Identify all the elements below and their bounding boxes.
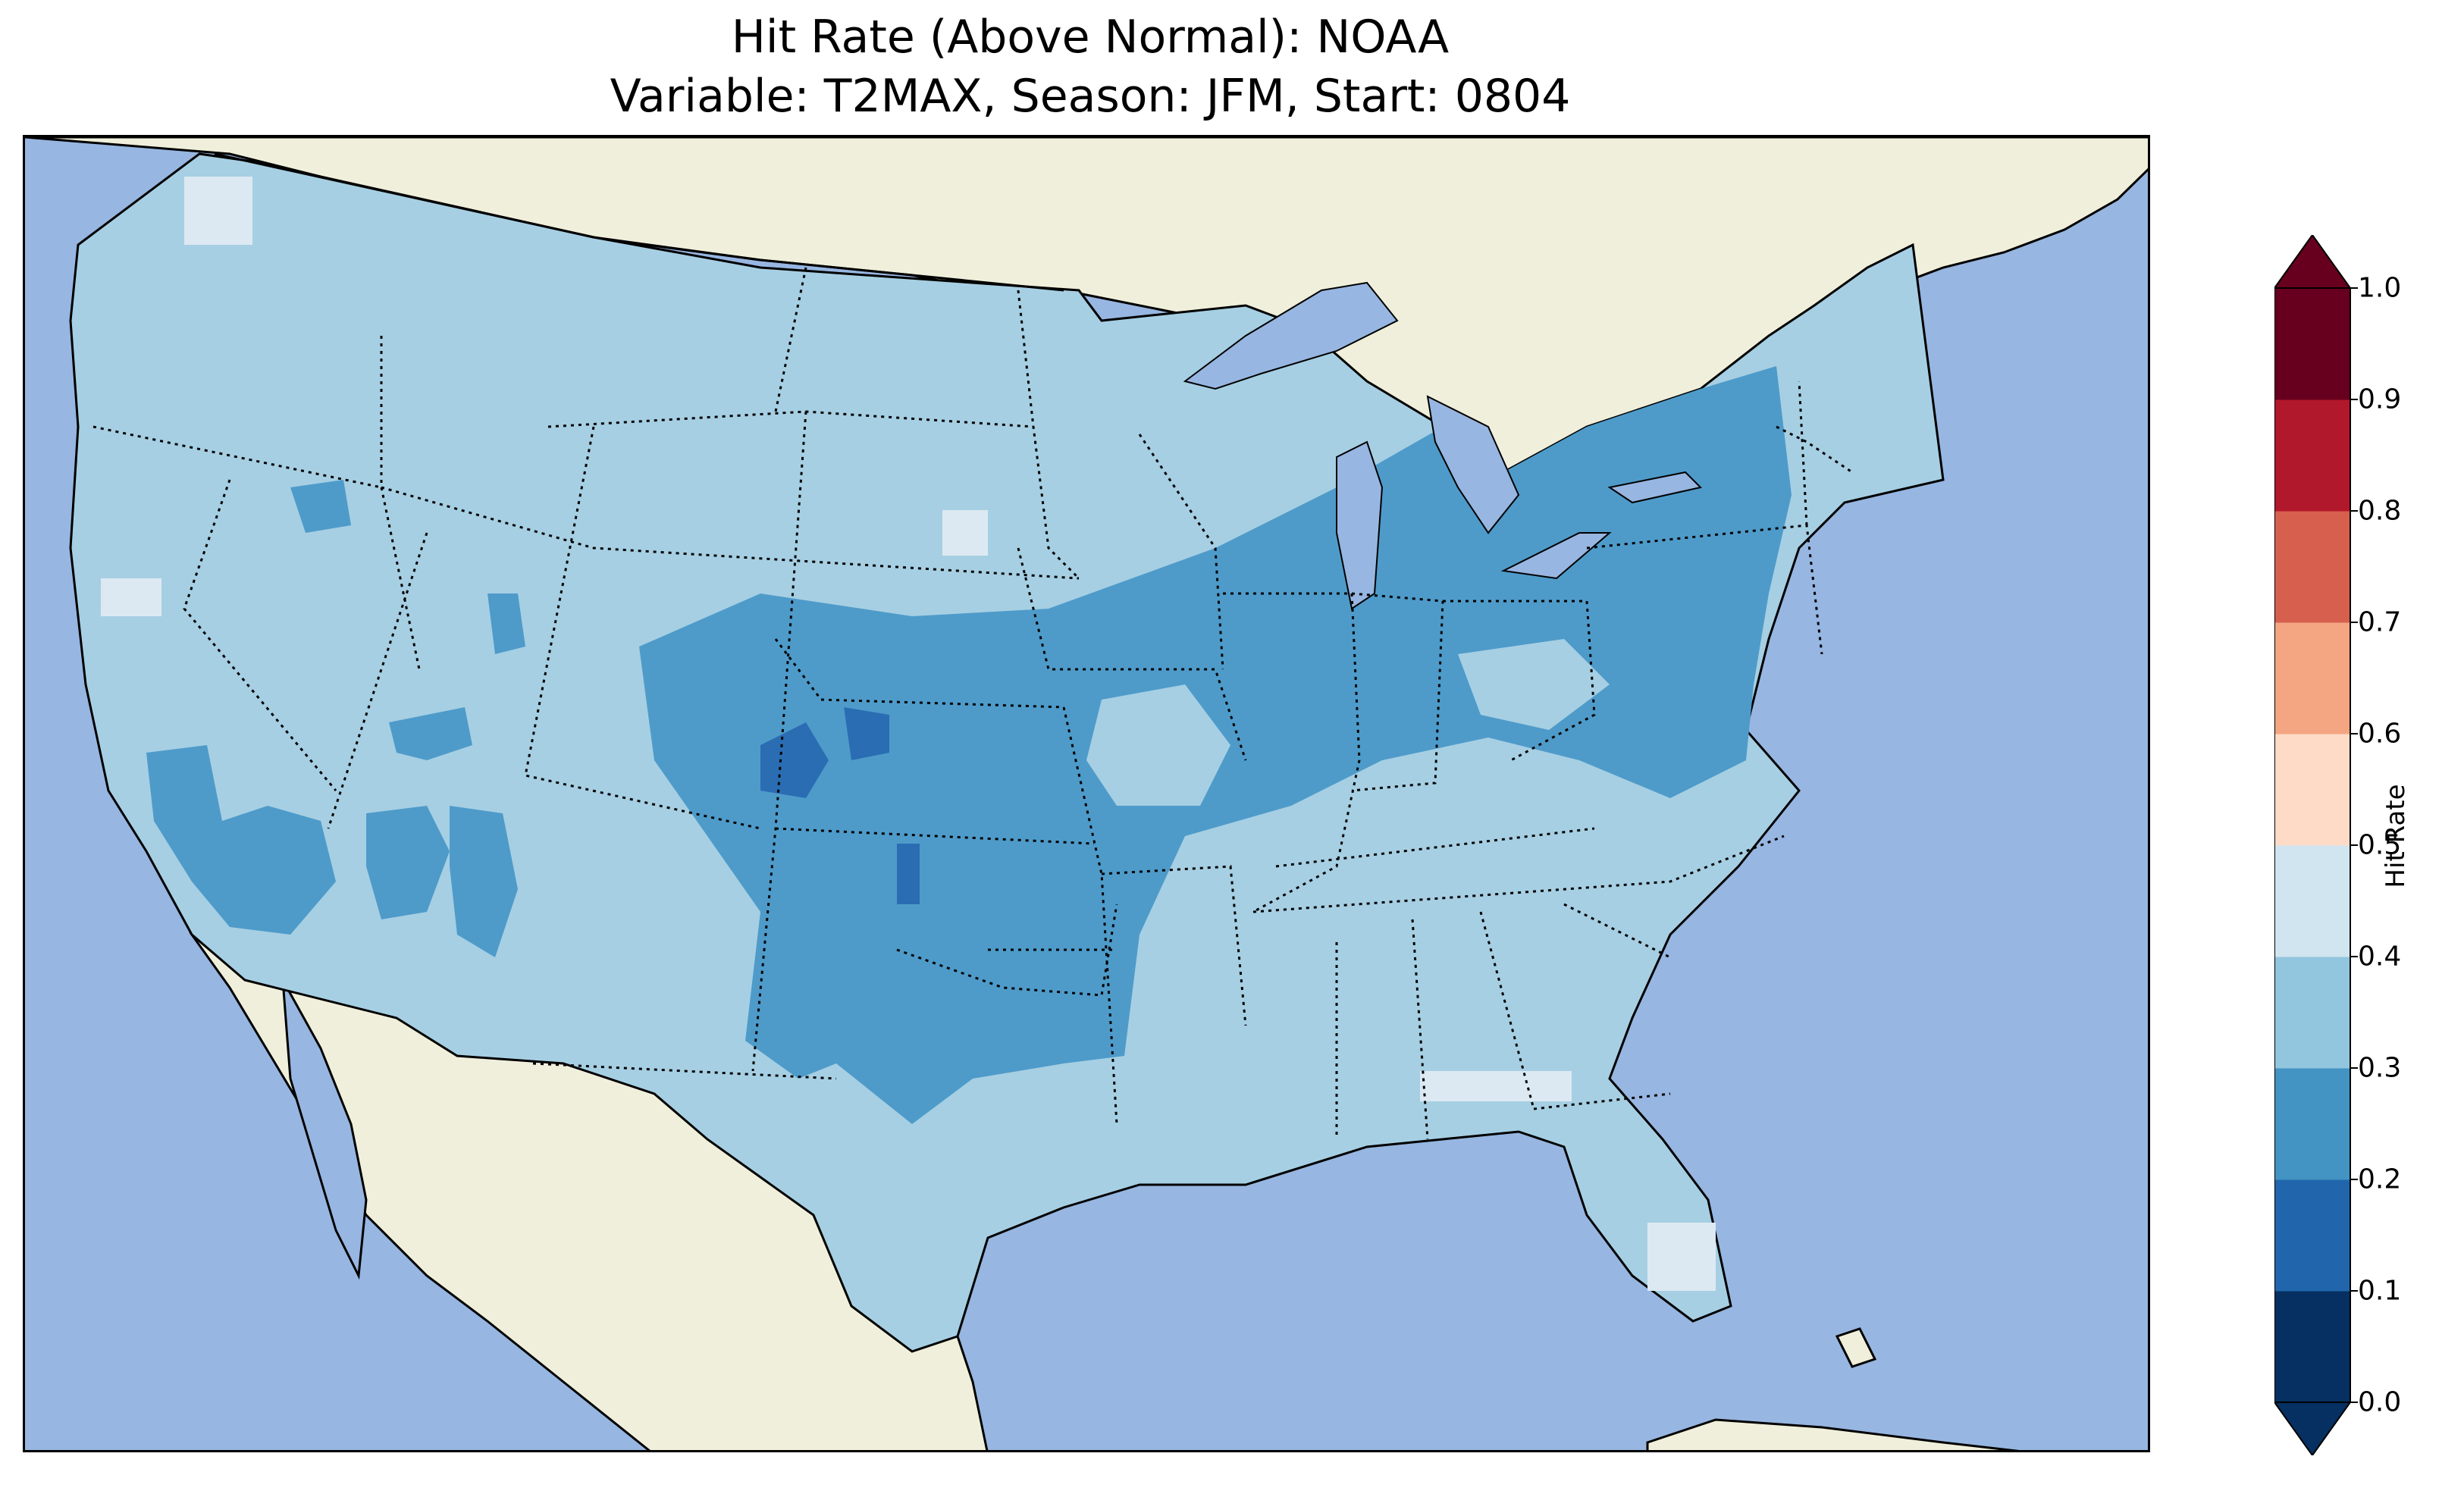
region-high-5 (184, 177, 252, 245)
region-light-pocket (1086, 684, 1230, 806)
colorbar-tick-label: 0.5 (2358, 829, 2402, 861)
lake-erie (1500, 532, 1612, 580)
colorbar-tick-mark (2350, 1067, 2358, 1069)
chart-title: Hit Rate (Above Normal): NOAA (731, 11, 1450, 64)
region-west-5 (290, 480, 351, 533)
colorbar-tick-label: 1.0 (2358, 272, 2402, 304)
colorbar-tick-mark (2350, 510, 2358, 512)
colorbar-tick-label: 0.9 (2358, 384, 2402, 415)
state-borders (92, 267, 1853, 1140)
colorbar-tick-label: 0.1 (2358, 1275, 2402, 1307)
colorbar-bin (2274, 734, 2350, 846)
region-light-pocket-ohio (1458, 639, 1610, 730)
colorbar-tick-label: 0.7 (2358, 606, 2402, 638)
gulf-of-california (281, 979, 368, 1280)
colorbar-tick-mark (2350, 1290, 2358, 1292)
region-west-2 (389, 707, 472, 760)
colorbar-label: Hit Rate (2381, 784, 2411, 888)
region-high-2 (942, 510, 988, 556)
colorbar-tick-label: 0.4 (2358, 941, 2402, 973)
region-high-1 (101, 578, 161, 616)
region-west-3 (366, 806, 450, 919)
colorbar-tick-label: 0.8 (2358, 495, 2402, 527)
colorbar-tick-label: 0.0 (2358, 1386, 2402, 1418)
colorbar-tick-label: 0.3 (2358, 1052, 2402, 1084)
colorbar-tick-mark (2350, 1179, 2358, 1180)
region-west-1 (146, 745, 336, 935)
colorbar-bin (2274, 957, 2350, 1069)
colorbar-tick-mark (2350, 844, 2358, 846)
colorbar-bins (2274, 288, 2350, 1403)
colorbar-tick-mark (2350, 287, 2358, 289)
colorbar-bin (2274, 1291, 2350, 1403)
region-high-4 (1647, 1223, 1716, 1291)
colorbar-bin (2274, 1068, 2350, 1180)
region-hotspot (760, 722, 829, 798)
colorbar-bin (2274, 845, 2350, 957)
colorbar-tick-mark (2350, 733, 2358, 734)
colorbar-tick-mark (2350, 399, 2358, 400)
colorbar-bin (2274, 511, 2350, 623)
chart-subtitle: Variable: T2MAX, Season: JFM, Start: 080… (610, 70, 1571, 123)
map-canvas (25, 137, 2148, 1450)
colorbar (2274, 235, 2352, 1455)
lake-huron (1426, 395, 1520, 534)
colorbar-tick-label: 0.2 (2358, 1164, 2402, 1195)
colorbar-bin (2274, 288, 2350, 400)
map-panel (23, 135, 2150, 1452)
colorbar-extend-bottom (2274, 1402, 2352, 1455)
colorbar-extend-top (2274, 235, 2352, 289)
region-west-4 (450, 806, 518, 957)
colorbar-tick-mark (2350, 622, 2358, 623)
cuba-land (1646, 1418, 2020, 1450)
region-high-3 (1420, 1071, 1572, 1101)
colorbar-tick-mark (2350, 956, 2358, 957)
region-hotspot-2 (844, 707, 889, 760)
lake-ontario (1607, 471, 1702, 504)
colorbar-tick-mark (2350, 1402, 2358, 1403)
colorbar-bin (2274, 399, 2350, 512)
bahamas-land (1835, 1327, 1877, 1368)
lake-superior (1183, 281, 1399, 390)
us-canada-border (214, 152, 1064, 292)
colorbar-bin (2274, 1179, 2350, 1292)
region-west-6 (487, 594, 525, 654)
region-hotspot-3 (897, 844, 920, 904)
lake-michigan (1336, 440, 1384, 610)
colorbar-tick-label: 0.6 (2358, 718, 2402, 750)
colorbar-bin (2274, 622, 2350, 734)
